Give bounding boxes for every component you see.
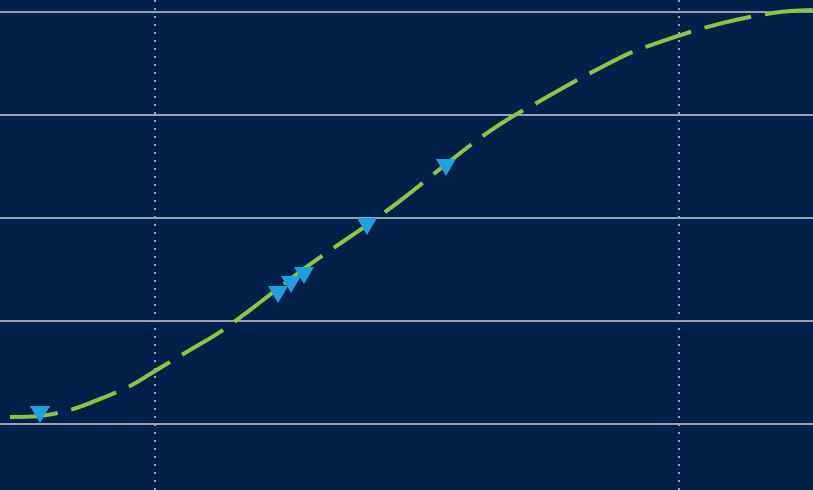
series-group xyxy=(9,8,813,419)
marker-triangle-6 xyxy=(436,159,456,176)
marker-triangle-4 xyxy=(294,267,314,284)
marker-triangle-2 xyxy=(268,286,288,303)
markers-group xyxy=(30,159,456,423)
marker-triangle-5 xyxy=(357,218,377,235)
series-line-1 xyxy=(9,8,813,419)
marker-triangle-1 xyxy=(30,406,50,423)
marker-triangle-3 xyxy=(281,276,301,293)
